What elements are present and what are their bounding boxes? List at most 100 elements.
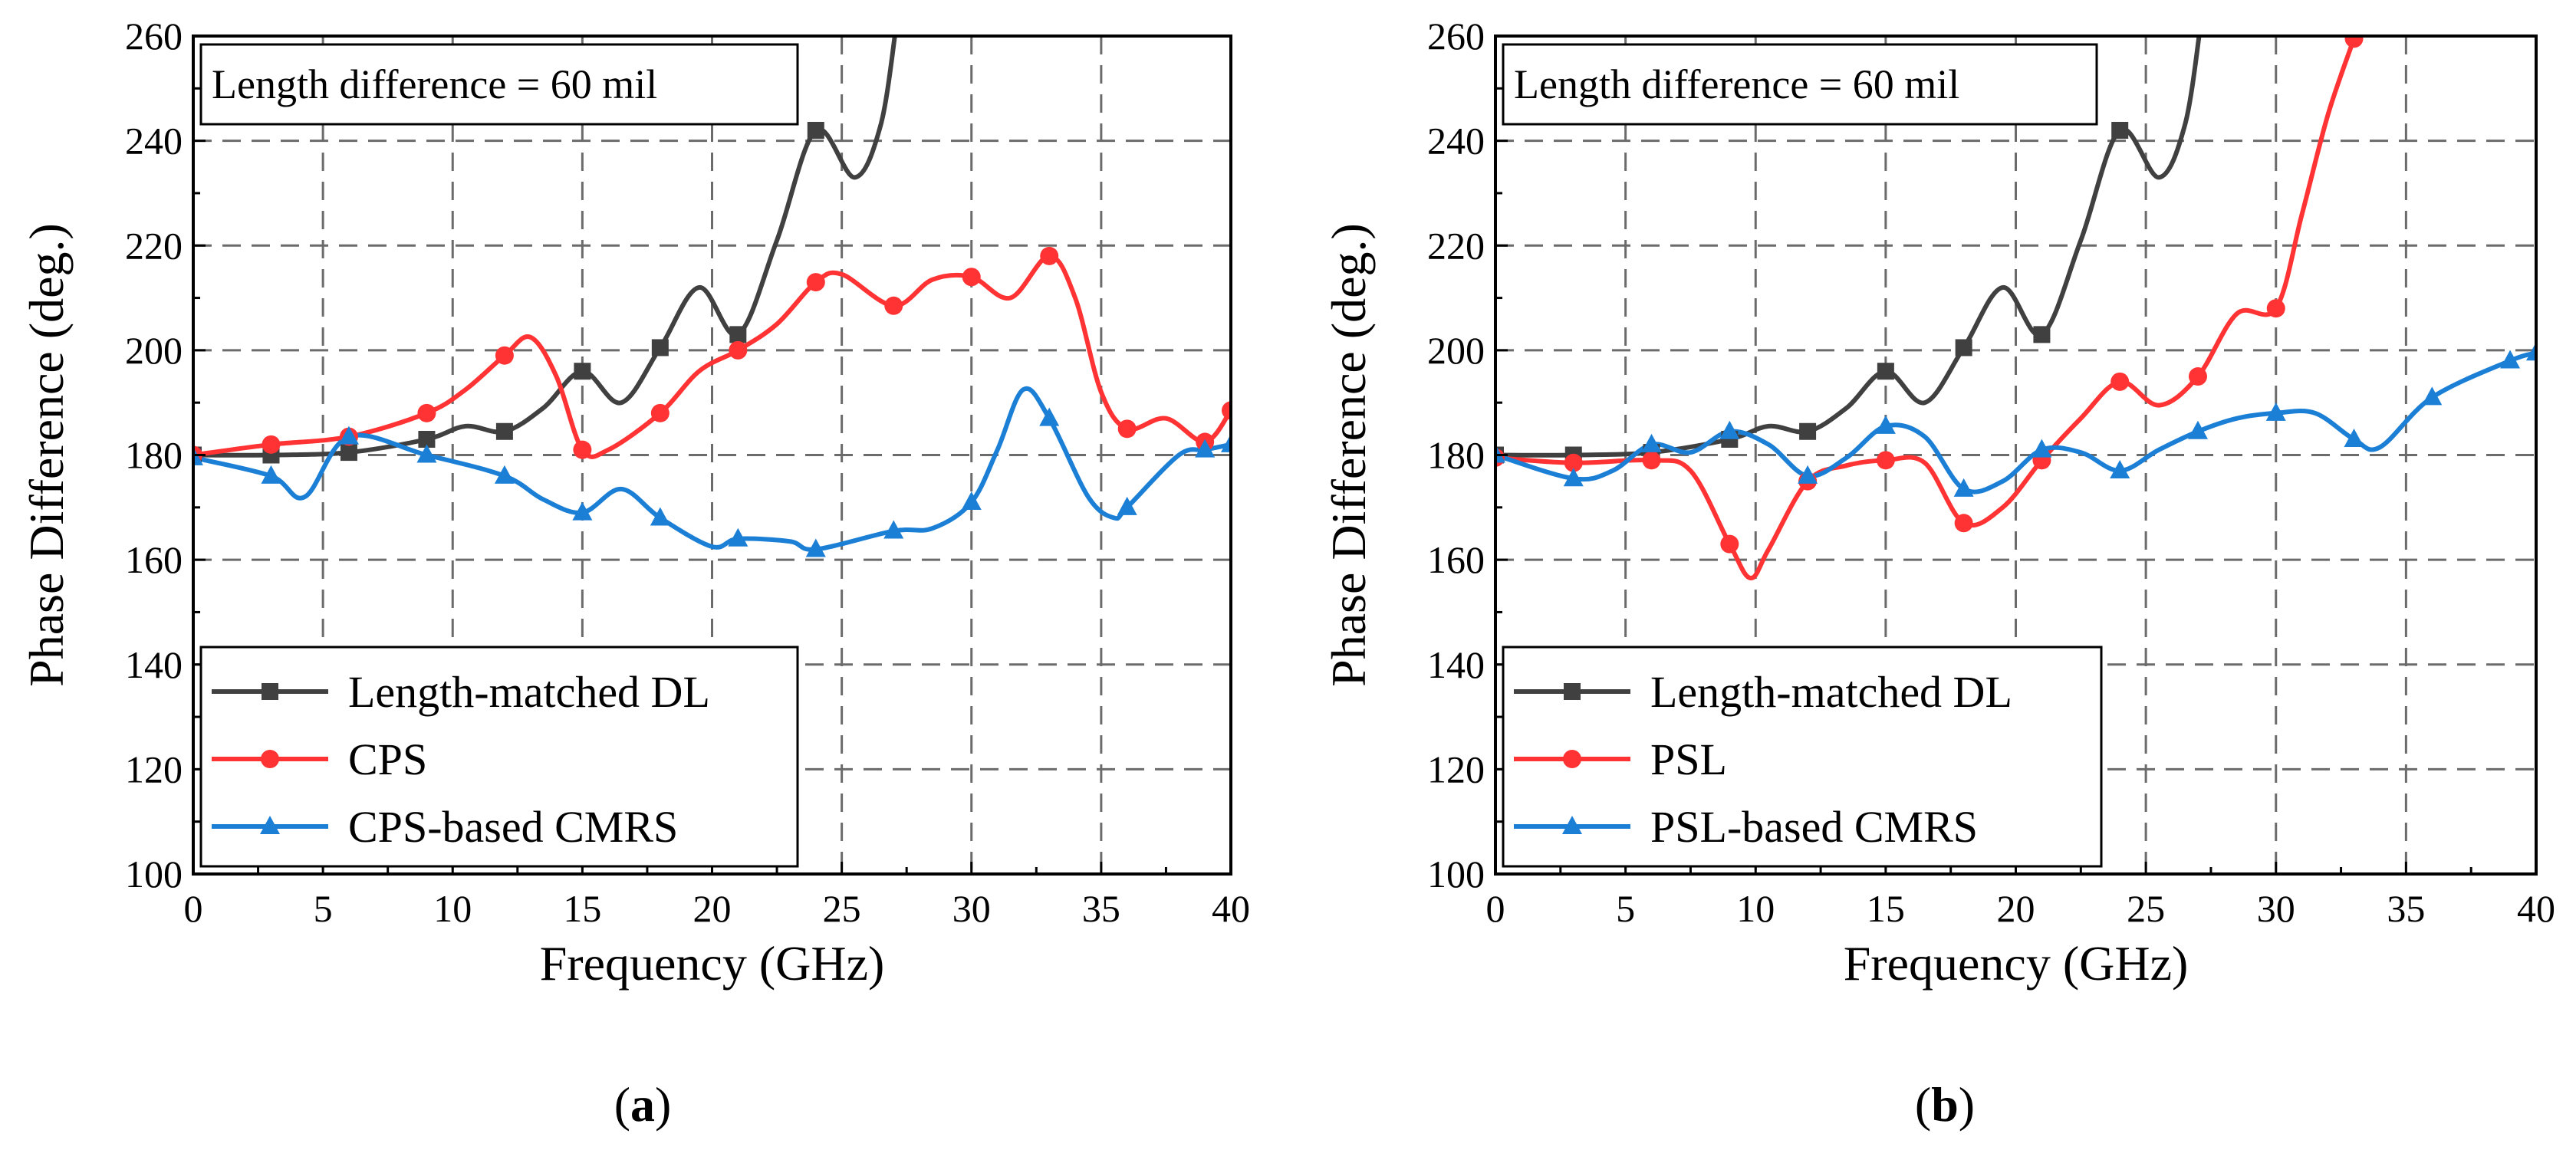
data-point <box>1876 451 1895 470</box>
chart-panel-b: 0 5 10 15 20 25 30 35 40 100 120 140 160 180 200 220 240… <box>1321 15 2555 1132</box>
data-point <box>1720 534 1739 554</box>
x-tick-label: 10 <box>433 887 472 930</box>
panel-caption: (b) <box>1915 1077 1975 1132</box>
plot-area <box>193 36 1231 557</box>
legend-label: PSL <box>1650 734 1727 784</box>
legend-swatch-marker <box>261 750 279 768</box>
x-tick-label: 20 <box>1997 887 2035 930</box>
data-point <box>2110 372 2130 391</box>
legend-swatch-marker <box>262 683 278 700</box>
caption-paren-open: ( <box>614 1077 630 1132</box>
annotation-box <box>199 43 799 126</box>
data-point <box>338 426 359 445</box>
data-point <box>729 326 747 343</box>
data-point <box>1117 419 1137 439</box>
y-tick-label: 220 <box>125 224 183 267</box>
x-tick-label: 15 <box>563 887 601 930</box>
data-point <box>1953 478 1974 497</box>
y-tick-label: 100 <box>125 853 183 895</box>
y-tick-label: 100 <box>1427 853 1485 895</box>
data-point <box>962 268 981 287</box>
data-point <box>1642 451 1661 470</box>
data-point <box>961 491 982 510</box>
legend-swatch-marker <box>1563 750 1581 768</box>
data-point <box>2265 402 2286 421</box>
x-axis-title: Frequency (GHz) <box>1844 936 2189 991</box>
plot-area <box>1495 36 2536 580</box>
annotation-text: Length difference = 60 mil <box>212 61 657 107</box>
data-point <box>495 422 513 440</box>
data-point <box>2188 367 2207 386</box>
data-point <box>1117 496 1137 515</box>
legend-swatch-marker <box>1562 816 1582 834</box>
x-axis-title: Frequency (GHz) <box>540 936 885 991</box>
x-tick-label: 0 <box>1486 887 1505 930</box>
data-point <box>807 121 824 139</box>
x-tick-label: 30 <box>2257 887 2295 930</box>
x-tick-label: 40 <box>2517 887 2555 930</box>
data-point <box>1222 401 1231 420</box>
legend-label: Length-matched DL <box>1650 667 2012 717</box>
x-tick-label: 20 <box>693 887 732 930</box>
data-point <box>494 465 515 484</box>
y-tick-label: 240 <box>125 120 183 163</box>
data-point <box>573 440 592 459</box>
caption-paren-close: ) <box>655 1077 671 1132</box>
data-point <box>806 273 825 292</box>
chart-panel-a: 0 5 10 15 20 25 30 35 40 100 120 140 160 180 200 220 240… <box>19 15 1250 1132</box>
data-point <box>1719 420 1740 439</box>
data-point <box>262 435 281 454</box>
data-point <box>1039 407 1060 426</box>
data-point <box>805 538 826 557</box>
legend-label: PSL-based CMRS <box>1650 802 1978 852</box>
x-tick-label: 5 <box>314 887 333 930</box>
y-tick-label: 220 <box>1427 224 1485 267</box>
data-point <box>1955 339 1972 356</box>
data-point <box>418 431 436 449</box>
y-tick-label: 200 <box>125 329 183 372</box>
x-tick-label: 10 <box>1736 887 1775 930</box>
x-tick-label: 15 <box>1867 887 1905 930</box>
data-point <box>728 527 748 547</box>
data-point <box>1798 465 1818 484</box>
data-point <box>1954 514 1973 533</box>
caption-letter: b <box>1931 1077 1959 1132</box>
y-tick-label: 260 <box>1427 15 1485 58</box>
series-line-length-matched-dl <box>1495 36 2202 458</box>
data-point <box>2266 299 2285 318</box>
legend-swatch-marker <box>1564 683 1581 700</box>
data-point <box>729 340 748 360</box>
data-point <box>650 403 669 422</box>
x-tick-label: 25 <box>2127 887 2165 930</box>
annotation-box <box>1502 43 2098 126</box>
caption-paren-close: ) <box>1959 1077 1975 1132</box>
data-point <box>883 520 904 539</box>
data-point <box>1195 439 1216 458</box>
y-tick-label: 120 <box>1427 748 1485 790</box>
data-point <box>2111 121 2129 139</box>
y-tick-label: 140 <box>1427 643 1485 686</box>
legend-label: CPS-based CMRS <box>348 802 678 852</box>
y-axis-title: Phase Difference (deg.) <box>1321 223 1376 687</box>
data-point <box>1641 433 1662 452</box>
data-point <box>1564 453 1583 472</box>
y-tick-label: 180 <box>125 434 183 477</box>
data-point <box>650 507 670 526</box>
data-point <box>1875 415 1896 434</box>
x-tick-label: 30 <box>952 887 991 930</box>
data-point <box>2526 342 2536 361</box>
data-point <box>1221 433 1231 452</box>
data-point <box>417 403 436 422</box>
data-point <box>2187 420 2208 439</box>
annotation-text: Length difference = 60 mil <box>1514 61 1959 107</box>
data-point <box>340 444 357 462</box>
data-point <box>495 346 514 365</box>
data-point <box>2422 386 2443 406</box>
y-tick-label: 240 <box>1427 120 1485 163</box>
data-point <box>1799 422 1817 440</box>
data-point <box>1495 444 1505 463</box>
legend-swatch-marker <box>260 816 280 834</box>
x-tick-label: 25 <box>823 887 861 930</box>
data-point <box>1563 468 1584 487</box>
